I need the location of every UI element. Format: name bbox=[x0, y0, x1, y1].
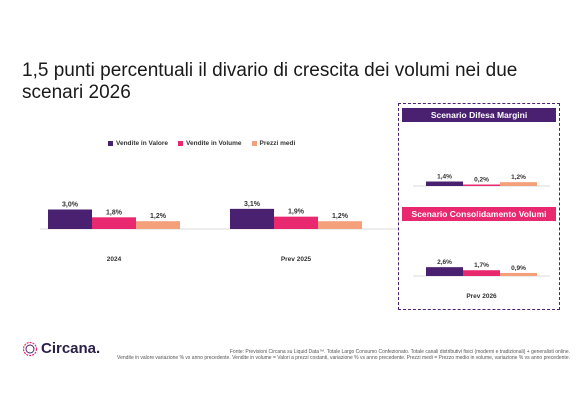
scenario-box bbox=[398, 103, 560, 310]
legend-swatch-prezzi bbox=[251, 141, 257, 146]
legend-label-valore: Vendite in Valore bbox=[116, 140, 169, 147]
circana-logo-icon bbox=[22, 341, 38, 356]
category-label: 2024 bbox=[107, 256, 122, 263]
title-line-2: scenari 2026 bbox=[22, 82, 131, 103]
chart-legend: Vendite in Valore Vendite in Volume Prez… bbox=[108, 140, 295, 147]
bar-prezzi-medi bbox=[500, 182, 537, 186]
data-label: 1,4% bbox=[437, 174, 452, 181]
data-label: 1,8% bbox=[106, 209, 123, 216]
bar-vendite-in-volume bbox=[463, 184, 500, 186]
bar-vendite-in-valore bbox=[426, 267, 463, 276]
bar-prezzi-medi bbox=[318, 221, 362, 229]
logo-text: Circana. bbox=[41, 340, 101, 357]
data-label: 3,1% bbox=[244, 201, 261, 208]
bar-vendite-in-valore bbox=[230, 208, 274, 229]
page-title: 1,5 punti percentuali il divario di cres… bbox=[22, 60, 542, 104]
data-label: 1,2% bbox=[332, 213, 349, 220]
scenario-title-consolidamento: Scenario Consolidamento Volumi bbox=[402, 207, 556, 221]
legend-swatch-valore bbox=[108, 141, 113, 146]
bar-vendite-in-volume bbox=[463, 270, 500, 276]
scenario-title-difesa: Scenario Difesa Margini bbox=[402, 108, 556, 122]
main-bar-chart: 3,0% 1,8% 1,2% 2024 3,1% 1,9% 1,2% Prev 2025 bbox=[40, 201, 400, 263]
bar-prezzi-medi bbox=[136, 221, 180, 229]
category-label: Prev 2025 bbox=[281, 256, 312, 263]
footnote-line-1: Fonte: Previsioni Circana su Liquid Data… bbox=[229, 349, 570, 355]
legend-item-valore: Vendite in Valore bbox=[108, 140, 168, 147]
legend-label-prezzi: Prezzi medi bbox=[259, 140, 296, 147]
data-label: 3,0% bbox=[62, 202, 79, 209]
data-label: 1,9% bbox=[288, 209, 305, 216]
data-label: 2,6% bbox=[437, 259, 452, 266]
legend-swatch-volume bbox=[178, 141, 184, 146]
data-label: 1,7% bbox=[474, 262, 489, 269]
scenario-difesa-chart: 1,4% 0,2% 1,2% bbox=[413, 174, 550, 187]
legend-item-prezzi: Prezzi medi bbox=[251, 140, 296, 147]
title-line-1: 1,5 punti percentuali il divario di cres… bbox=[22, 60, 518, 81]
category-label: Prev 2026 bbox=[466, 293, 497, 300]
data-label: 0,9% bbox=[511, 265, 526, 272]
source-footnote: Fonte: Previsioni Circana su Liquid Data… bbox=[110, 349, 570, 361]
bar-vendite-in-valore bbox=[48, 209, 92, 229]
data-label: 0,2% bbox=[474, 177, 489, 184]
bar-prezzi-medi bbox=[500, 272, 537, 276]
bar-vendite-in-valore bbox=[426, 181, 463, 186]
bar-vendite-in-volume bbox=[92, 217, 136, 229]
scenario-consolidamento-chart: 2,6% 1,7% 0,9% Prev 2026 bbox=[413, 259, 550, 300]
legend-label-volume: Vendite in Volume bbox=[186, 140, 242, 147]
legend-item-volume: Vendite in Volume bbox=[178, 140, 242, 147]
footnote-line-2: Vendite in valore variazione % vs anno p… bbox=[117, 355, 570, 361]
data-label: 1,2% bbox=[511, 174, 526, 181]
circana-logo: Circana. bbox=[22, 340, 100, 357]
data-label: 1,2% bbox=[150, 213, 167, 220]
bar-vendite-in-volume bbox=[274, 216, 318, 229]
